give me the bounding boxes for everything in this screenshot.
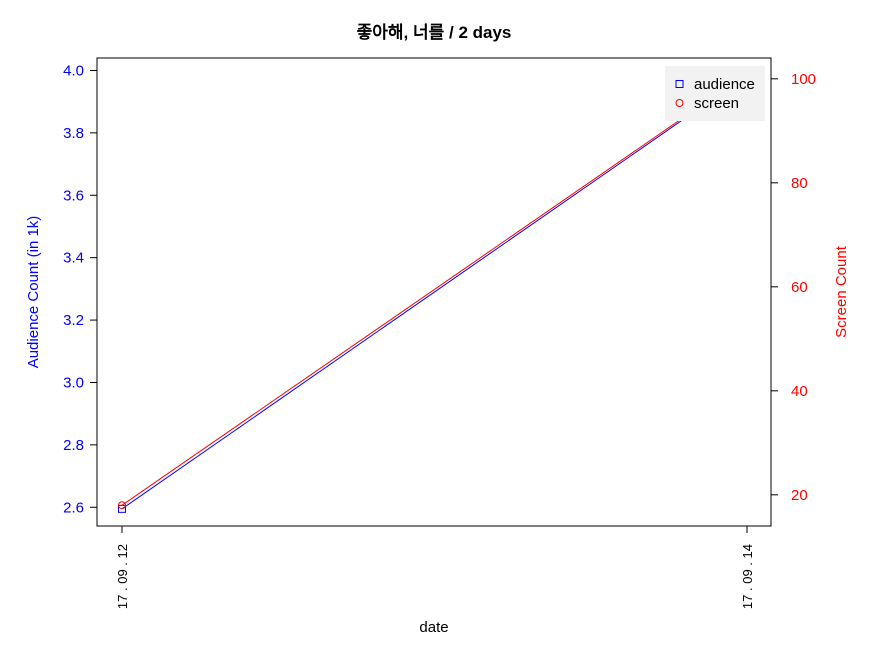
right-axis-tick-label: 60 <box>791 279 808 296</box>
left-axis-tick-label: 3.0 <box>63 374 84 391</box>
legend: audience screen <box>665 66 765 121</box>
left-axis-tick-label: 3.4 <box>63 250 84 267</box>
left-y-axis-label: Audience Count (in 1k) <box>25 216 42 369</box>
right-axis-tick-label: 20 <box>791 487 808 504</box>
x-axis-label: date <box>419 619 448 636</box>
x-axis-tick-label: 17 . 09 . 14 <box>740 544 755 609</box>
right-axis-tick-label: 80 <box>791 175 808 192</box>
audience-series-line <box>121 74 748 510</box>
left-axis-tick-label: 3.2 <box>63 312 84 329</box>
legend-marker-screen <box>675 99 684 107</box>
chart-title: 좋아해, 너를 / 2 days <box>357 23 512 42</box>
right-y-axis: 20 40 60 80 100 <box>770 71 816 504</box>
left-axis-tick-label: 2.6 <box>63 499 84 516</box>
x-axis: 17 . 09 . 12 17 . 09 . 14 <box>115 525 755 609</box>
legend-box <box>665 66 765 121</box>
left-axis-tick-label: 3.8 <box>63 125 84 142</box>
left-axis-tick-label: 2.8 <box>63 437 84 454</box>
left-axis-tick-label: 4.0 <box>63 62 84 79</box>
screen-point <box>118 501 126 510</box>
right-axis-tick-label: 100 <box>791 71 816 88</box>
series-layer <box>118 69 751 513</box>
x-axis-tick-label: 17 . 09 . 12 <box>115 544 130 609</box>
left-axis-tick-label: 3.6 <box>63 187 84 204</box>
legend-marker-audience <box>675 80 684 88</box>
legend-label-audience: audience <box>694 76 755 93</box>
right-y-axis-label: Screen Count <box>833 245 850 338</box>
right-axis-tick-label: 40 <box>791 383 808 400</box>
audience-point <box>118 504 126 513</box>
screen-series-line <box>121 73 748 506</box>
legend-label-screen: screen <box>694 95 739 112</box>
left-y-axis: 2.6 2.8 3.0 3.2 3.4 3.6 3.8 4.0 <box>63 62 98 516</box>
